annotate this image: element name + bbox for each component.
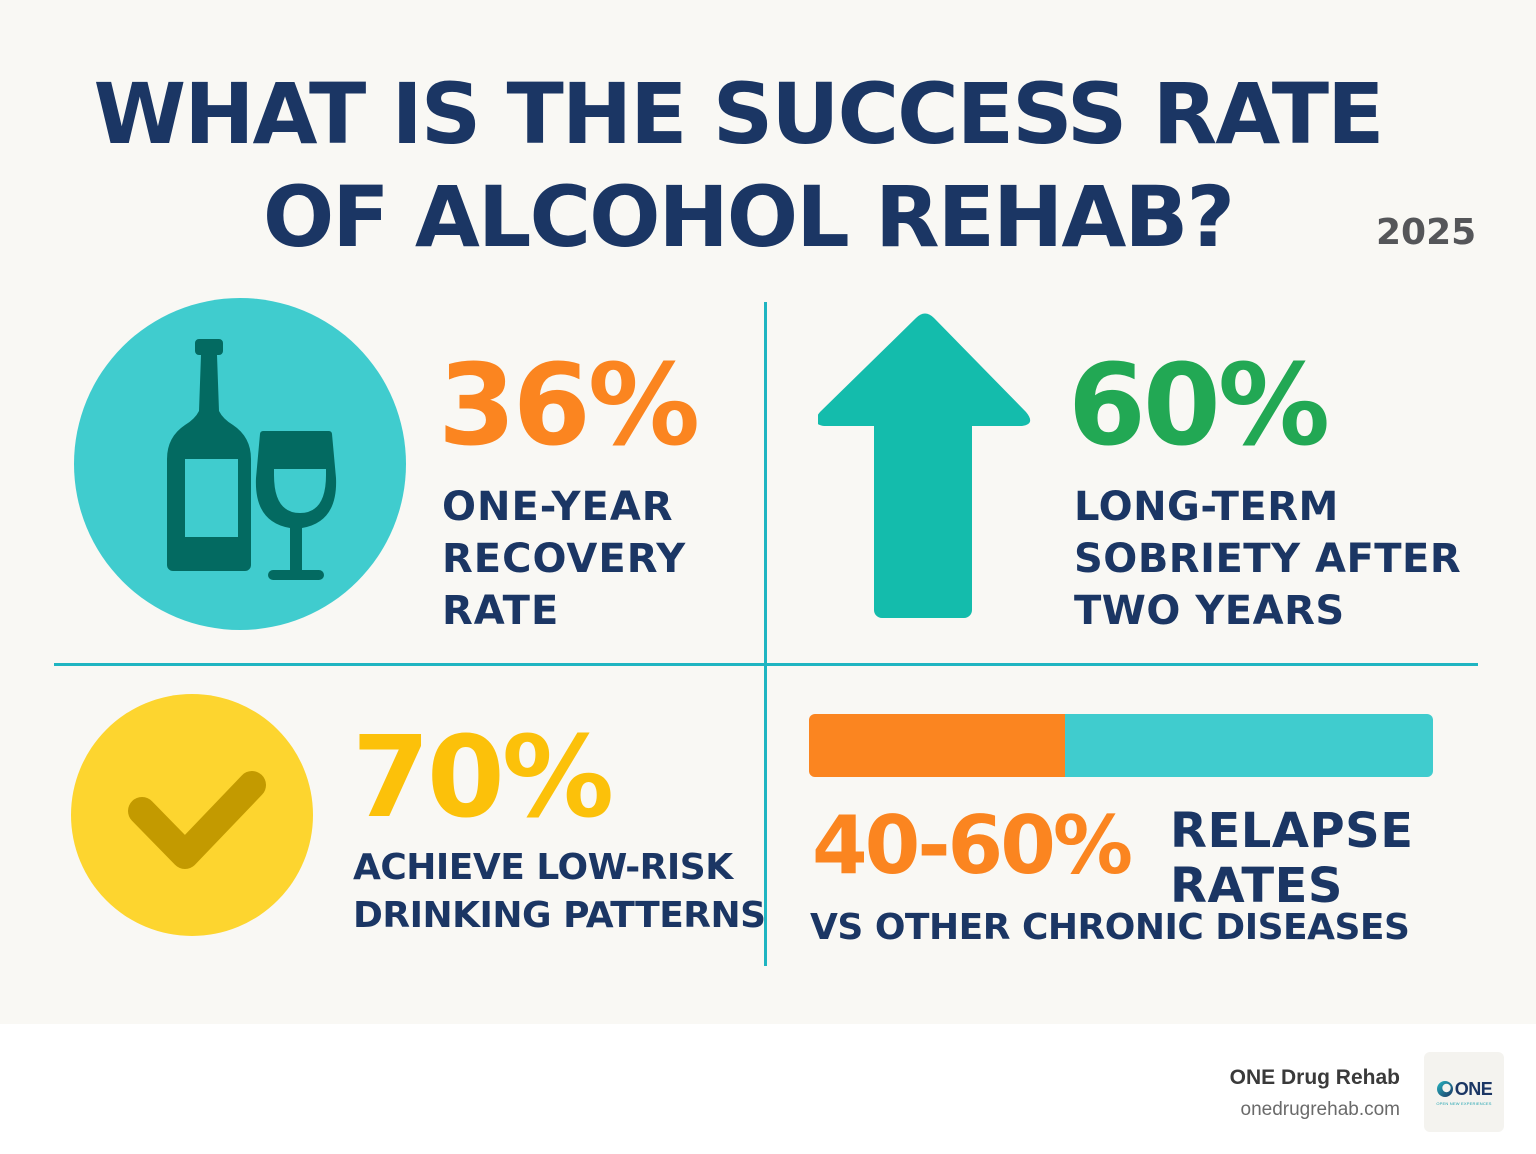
checkmark-circle-icon xyxy=(70,693,315,943)
relapse-progress-bar xyxy=(809,714,1433,777)
brand-name: ONE Drug Rehab xyxy=(1229,1066,1400,1089)
brand-url[interactable]: onedrugrehab.com xyxy=(1240,1099,1401,1120)
stat-label-one-year-line1: ONE-YEAR xyxy=(442,484,674,530)
wine-bottle-and-glass-icon xyxy=(73,297,408,637)
stat-value-long-term: 60% xyxy=(1068,341,1330,471)
brand-logo: ONE OPEN NEW EXPERIENCES xyxy=(1424,1052,1504,1132)
infographic-canvas: WHAT IS THE SUCCESS RATE OF ALCOHOL REHA… xyxy=(0,0,1536,1024)
vertical-divider xyxy=(764,302,767,966)
stat-label-long-term-line2: SOBRIETY AFTER xyxy=(1074,536,1462,582)
stat-value-low-risk: 70% xyxy=(352,713,614,843)
year-label: 2025 xyxy=(1376,212,1477,253)
stat-value-relapse: 40-60% xyxy=(812,799,1133,892)
stat-label-relapse-line1: RELAPSE xyxy=(1170,803,1414,859)
stat-label-relapse-line2: RATES xyxy=(1170,858,1343,914)
logo-ring-icon xyxy=(1436,1081,1453,1097)
stat-label-long-term-line1: LONG-TERM xyxy=(1074,484,1339,530)
stat-sublabel-relapse: VS OTHER CHRONIC DISEASES xyxy=(810,907,1410,948)
page-title-line-1: WHAT IS THE SUCCESS RATE xyxy=(93,65,1385,163)
stat-label-one-year-line2: RECOVERY xyxy=(442,536,687,582)
horizontal-divider xyxy=(54,663,1478,666)
stat-label-one-year-line3: RATE xyxy=(442,588,560,634)
logo-tagline: OPEN NEW EXPERIENCES xyxy=(1436,1100,1492,1106)
footer-brand: ONE Drug Rehab onedrugrehab.com xyxy=(1230,1066,1400,1121)
page-title-line-2: OF ALCOHOL REHAB? xyxy=(262,168,1235,266)
stat-value-one-year: 36% xyxy=(438,341,700,471)
up-arrow-icon xyxy=(815,312,1033,629)
stat-label-low-risk-line1: ACHIEVE LOW-RISK xyxy=(353,847,733,888)
stat-label-long-term-line3: TWO YEARS xyxy=(1074,588,1345,634)
stat-label-low-risk-line2: DRINKING PATTERNS xyxy=(353,895,766,936)
relapse-bar-remaining xyxy=(1064,714,1433,777)
relapse-bar-filled xyxy=(809,714,1065,777)
logo-text: ONE xyxy=(1454,1078,1493,1099)
